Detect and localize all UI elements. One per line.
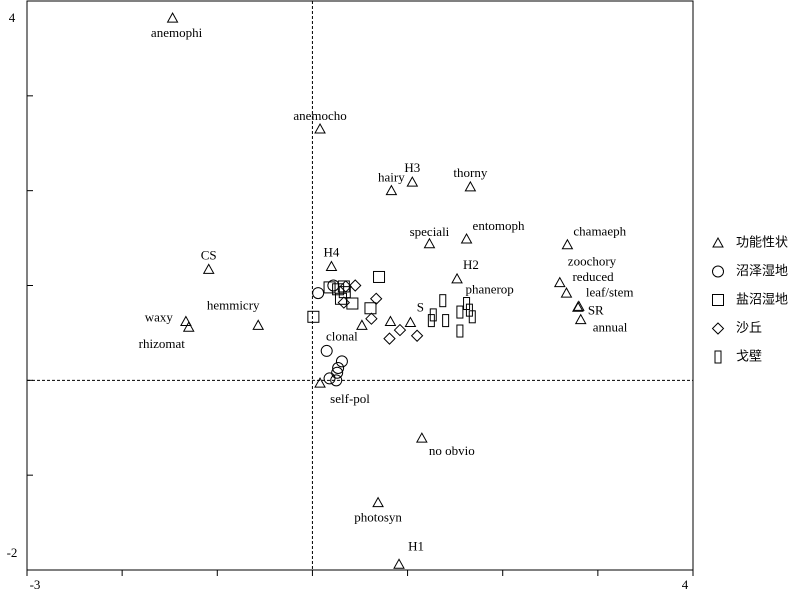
point-label: self-pol bbox=[330, 391, 370, 406]
triangle-marker bbox=[385, 184, 398, 196]
tallrect-marker bbox=[456, 324, 464, 338]
point-label: entomoph bbox=[473, 218, 525, 233]
circle-marker bbox=[330, 374, 343, 387]
triangle-marker bbox=[393, 558, 405, 569]
square-marker bbox=[364, 302, 377, 315]
point-label: reduced bbox=[572, 269, 614, 284]
legend-label: 沙丘 bbox=[736, 321, 762, 336]
triangle-marker bbox=[560, 287, 573, 298]
y-axis-label: -2 bbox=[7, 545, 18, 560]
legend-label: 盐沼湿地 bbox=[736, 293, 788, 308]
triangle-marker bbox=[572, 300, 585, 311]
diamond-marker bbox=[339, 280, 352, 293]
point-label: H2 bbox=[463, 257, 479, 272]
point-label: speciali bbox=[410, 224, 450, 239]
legend-label: 功能性状 bbox=[736, 236, 788, 251]
diamond-marker bbox=[349, 279, 362, 292]
triangle-marker bbox=[561, 238, 574, 250]
square-marker bbox=[346, 297, 359, 310]
tallrect-marker bbox=[439, 294, 447, 308]
tallrect-marker bbox=[714, 350, 722, 364]
point-label: anemophi bbox=[151, 25, 203, 40]
point-label: no obvio bbox=[429, 443, 475, 458]
square-marker bbox=[337, 280, 350, 293]
triangle-marker bbox=[712, 236, 724, 248]
circle-marker bbox=[323, 372, 336, 385]
point-label: H1 bbox=[408, 538, 424, 553]
circle-marker bbox=[332, 362, 345, 375]
triangle-marker bbox=[464, 180, 477, 192]
diamond-marker bbox=[393, 323, 407, 337]
triangle-marker bbox=[202, 263, 215, 274]
point-label: H4 bbox=[324, 245, 340, 260]
point-label: S bbox=[417, 299, 424, 314]
circle-marker bbox=[331, 366, 344, 379]
triangle-marker bbox=[356, 319, 368, 330]
triangle-marker bbox=[180, 315, 192, 327]
point-label: hairy bbox=[378, 170, 405, 185]
circle-marker bbox=[327, 279, 340, 292]
triangle-marker bbox=[182, 321, 195, 332]
triangle-marker bbox=[384, 315, 397, 327]
triangle-marker bbox=[451, 272, 463, 284]
point-label: hemmicry bbox=[207, 297, 260, 312]
point-label: chamaeph bbox=[573, 224, 626, 239]
square-marker bbox=[373, 270, 386, 283]
tallrect-marker bbox=[468, 310, 476, 324]
triangle-marker bbox=[415, 432, 428, 443]
point-label: photosyn bbox=[354, 510, 402, 525]
diamond-marker bbox=[711, 322, 725, 335]
point-label: H3 bbox=[404, 160, 420, 175]
diamond-marker bbox=[337, 296, 351, 309]
triangle-marker bbox=[460, 233, 473, 244]
point-label: leaf/stem bbox=[586, 284, 634, 299]
point-label: annual bbox=[593, 320, 628, 335]
triangle-marker bbox=[166, 12, 179, 23]
point-label: rhizomat bbox=[139, 336, 186, 351]
triangle-marker bbox=[423, 237, 436, 249]
point-label: thorny bbox=[453, 165, 487, 180]
x-axis-label: 4 bbox=[682, 577, 689, 592]
square-marker bbox=[712, 294, 724, 306]
diamond-marker bbox=[365, 312, 378, 325]
square-marker bbox=[323, 281, 336, 294]
triangle-marker bbox=[574, 313, 587, 325]
tallrect-marker bbox=[442, 314, 450, 328]
circle-marker bbox=[312, 287, 325, 300]
legend-label: 沼泽湿地 bbox=[736, 264, 788, 279]
y-axis-label: 4 bbox=[9, 10, 16, 25]
point-label: zoochory bbox=[568, 254, 617, 269]
diamond-marker bbox=[410, 329, 424, 342]
triangle-marker bbox=[372, 496, 384, 508]
tallrect-marker bbox=[429, 308, 437, 322]
point-label: CS bbox=[201, 247, 217, 262]
square-marker bbox=[307, 310, 320, 323]
point-label: phanerop bbox=[465, 282, 513, 297]
triangle-marker bbox=[252, 319, 265, 330]
diamond-marker bbox=[383, 332, 396, 345]
triangle-marker bbox=[314, 377, 326, 388]
point-label: SR bbox=[588, 302, 604, 317]
circle-marker bbox=[320, 344, 333, 357]
tallrect-marker bbox=[456, 305, 464, 319]
triangle-marker bbox=[553, 276, 566, 288]
diamond-marker bbox=[369, 292, 383, 305]
point-label: waxy bbox=[145, 310, 174, 325]
x-axis-label: -3 bbox=[30, 577, 41, 592]
triangle-marker bbox=[404, 316, 417, 327]
triangle-marker bbox=[325, 260, 338, 272]
point-label: anemocho bbox=[293, 108, 346, 123]
legend-label: 戈壁 bbox=[736, 350, 762, 365]
circle-marker bbox=[712, 265, 724, 278]
triangle-marker bbox=[314, 122, 326, 134]
circle-marker bbox=[335, 355, 348, 368]
triangle-marker bbox=[406, 176, 419, 187]
point-label: clonal bbox=[326, 328, 358, 343]
